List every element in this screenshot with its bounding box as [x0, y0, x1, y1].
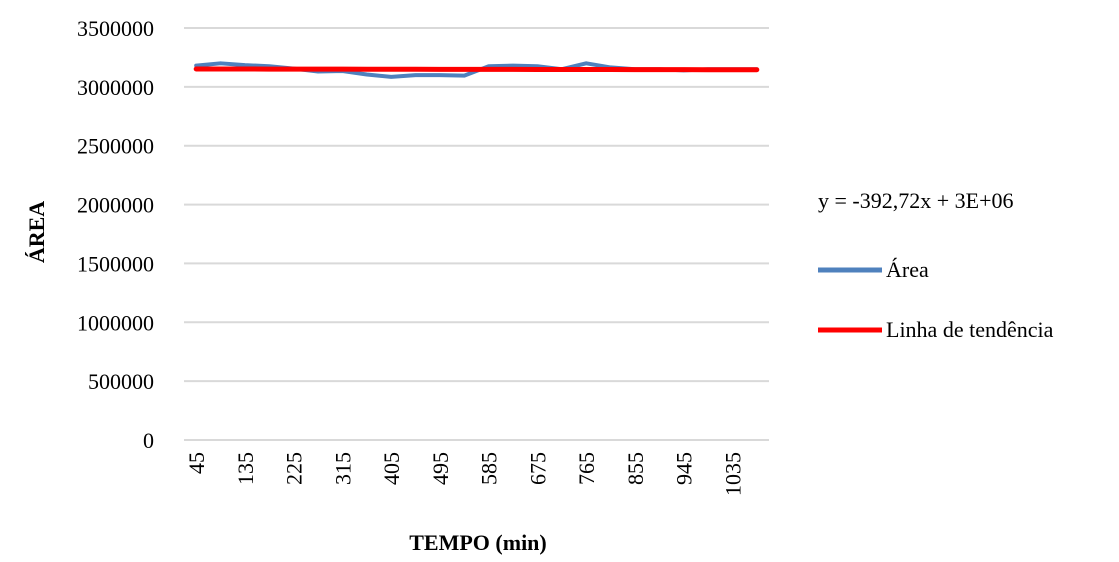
x-tick-label: 675 [525, 452, 550, 485]
legend-label-trendline: Linha de tendência [886, 317, 1054, 342]
gridlines [184, 27, 769, 441]
x-tick-label: 585 [477, 452, 502, 485]
trendline-equation: y = -392,72x + 3E+06 [818, 188, 1014, 213]
y-tick-label: 500000 [88, 369, 154, 394]
x-tick-label: 945 [672, 452, 697, 485]
series-lines [193, 61, 760, 79]
y-tick-label: 3000000 [77, 75, 154, 100]
y-axis-title: ÁREA [24, 201, 49, 263]
y-tick-label: 3500000 [77, 16, 154, 41]
x-tick-label: 405 [379, 452, 404, 485]
y-tick-label: 1000000 [77, 310, 154, 335]
x-tick-label: 495 [428, 452, 453, 485]
y-tick-label: 2000000 [77, 193, 154, 218]
y-tick-label: 0 [143, 428, 154, 453]
y-axis-ticks: 0 500000 1000000 1500000 2000000 2500000 30000… [77, 16, 154, 453]
x-tick-label: 225 [282, 452, 307, 485]
x-axis-ticks: 45 135 225 315 405 495 585 675 765 855 945 1035 [184, 452, 745, 496]
legend: Área Linha de tendência [818, 257, 1054, 342]
x-tick-label: 45 [184, 452, 209, 474]
y-tick-label: 1500000 [77, 251, 154, 276]
x-tick-label: 765 [574, 452, 599, 485]
x-tick-label: 855 [623, 452, 648, 485]
x-axis-title: TEMPO (min) [409, 530, 547, 555]
series-line-trendline [193, 66, 760, 73]
x-tick-label: 315 [330, 452, 355, 485]
x-tick-label: 135 [233, 452, 258, 485]
legend-label-area: Área [886, 257, 929, 282]
x-tick-label: 1035 [720, 452, 745, 496]
y-tick-label: 2500000 [77, 134, 154, 159]
